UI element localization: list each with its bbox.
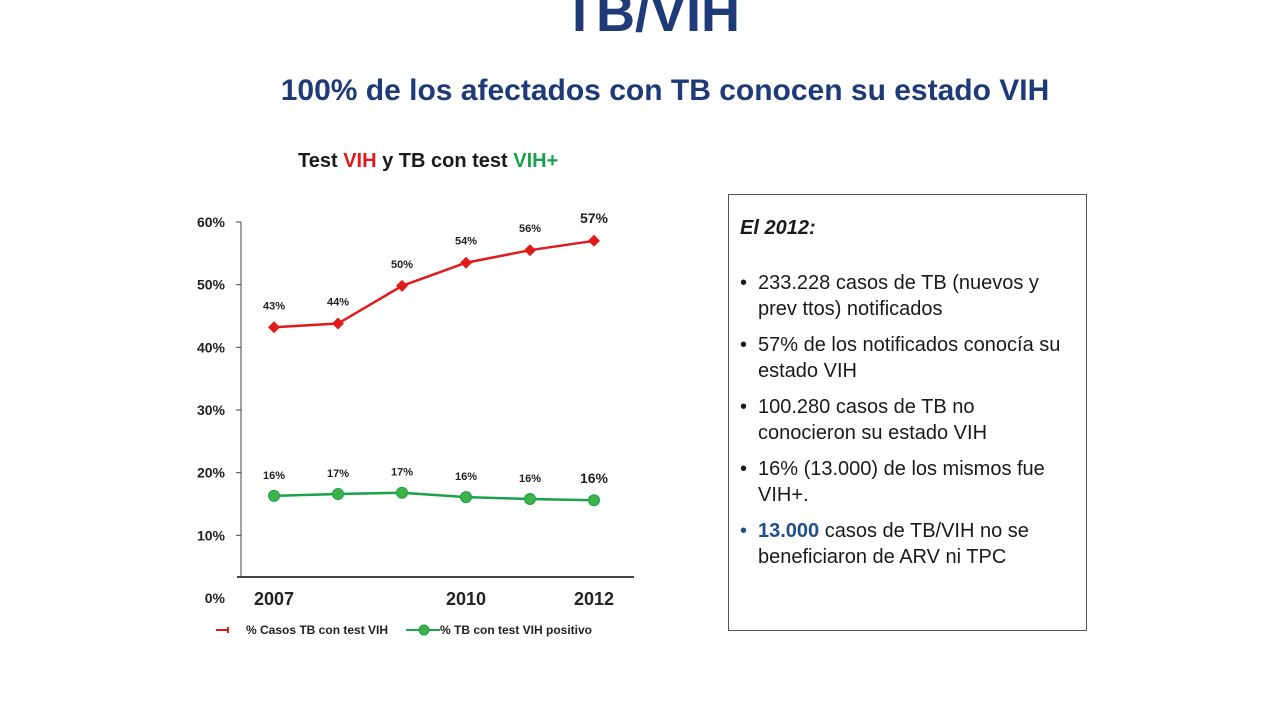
data-point-vih-positivo <box>524 492 536 505</box>
x-tick-label: 2012 <box>574 589 614 609</box>
data-point-test-vih <box>460 256 472 269</box>
data-point-test-vih <box>588 234 600 247</box>
y-tick-label: 20% <box>197 465 226 481</box>
y-tick-label: 60% <box>197 214 226 230</box>
data-point-vih-positivo <box>268 489 280 502</box>
data-label: 50% <box>391 259 413 271</box>
data-label: 54% <box>455 236 477 248</box>
y-tick-label: 40% <box>197 339 226 355</box>
y-tick-label: 10% <box>197 527 226 543</box>
info-bullet-no-treatment: 13.000 casos de TB/VIH no se beneficiaro… <box>740 518 1074 570</box>
slide-subtitle: 100% de los afectados con TB conocen su … <box>280 74 1050 107</box>
info-bullet-no-treatment-number: 13.000 <box>758 520 820 542</box>
data-label: 57% <box>580 210 609 226</box>
data-label: 43% <box>263 300 285 312</box>
legend-label-vih-positivo: % TB con test VIH positivo <box>440 623 592 637</box>
data-point-vih-positivo <box>332 487 344 500</box>
data-label: 16% <box>455 471 477 483</box>
data-label: 16% <box>519 473 541 485</box>
data-label: 44% <box>327 297 349 309</box>
data-label: 17% <box>327 468 349 480</box>
series-line-test-vih <box>273 239 595 329</box>
info-bullet-unknown-status: 100.280 casos de TB no conocieron su est… <box>740 394 1074 446</box>
info-bullet-no-treatment-text: casos de TB/VIH no se beneficiaron de AR… <box>758 520 1029 568</box>
data-point-test-vih <box>396 279 408 292</box>
x-tick-label: 2010 <box>446 589 486 609</box>
data-point-test-vih <box>268 321 280 334</box>
data-point-vih-positivo <box>588 494 600 507</box>
series-line-vih-positivo <box>273 491 595 502</box>
chart-title-vih-plus: VIH+ <box>513 150 559 172</box>
y-tick-label: 0% <box>205 590 226 606</box>
x-tick-label: 2007 <box>254 589 294 609</box>
data-point-test-vih <box>524 244 536 257</box>
data-label: 16% <box>263 470 285 482</box>
data-point-vih-positivo <box>396 486 408 499</box>
data-label: 17% <box>391 467 413 479</box>
legend-marker-vih-positivo <box>418 624 430 636</box>
info-bullet-positive: 16% (13.000) de los mismos fue VIH+. <box>740 456 1074 508</box>
data-label: 16% <box>580 470 609 486</box>
chart-title-part-3: y TB con test <box>376 150 514 172</box>
chart-title-vih: VIH <box>343 150 377 172</box>
info-box: El 2012: 233.228 casos de TB (nuevos y p… <box>728 194 1087 631</box>
y-tick-label: 30% <box>197 402 226 418</box>
info-bullet-notified: 233.228 casos de TB (nuevos y prev ttos)… <box>740 270 1074 322</box>
data-point-test-vih <box>332 317 344 330</box>
legend-label-test-vih: % Casos TB con test VIH <box>246 623 388 637</box>
chart-title-part-1: Test <box>298 150 344 172</box>
data-label: 56% <box>519 223 541 235</box>
info-heading: El 2012: <box>740 217 816 239</box>
info-list: 233.228 casos de TB (nuevos y prev ttos)… <box>740 270 1074 570</box>
info-bullet-known-status: 57% de los notificados conocía su estado… <box>740 332 1074 384</box>
y-tick-label: 50% <box>197 277 226 293</box>
chart-title: Test VIH y TB con test VIH+ <box>298 150 558 173</box>
data-point-vih-positivo <box>460 491 472 504</box>
